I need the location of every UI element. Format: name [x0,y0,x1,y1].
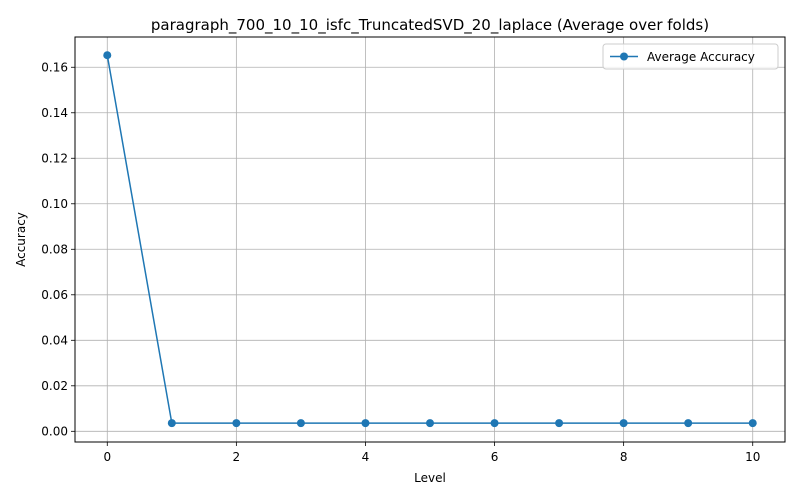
grid-lines [75,37,785,442]
y-tick-label: 0.02 [41,379,68,393]
x-axis-ticks: 0 2 4 6 8 10 [103,442,760,464]
data-point [619,419,628,428]
legend-box [602,43,779,70]
x-tick-label: 0 [103,450,111,464]
x-tick-label: 10 [745,450,760,464]
data-point [361,419,370,428]
y-axis-ticks: 0.00 0.02 0.04 0.06 0.08 0.10 0.12 0.14 0.16 [41,60,75,438]
x-tick-label: 8 [620,450,628,464]
legend-entry-label: Average Accuracy [647,50,755,64]
data-point [296,419,305,428]
y-tick-label: 0.06 [41,288,68,302]
chart-title: paragraph_700_10_10_isfc_TruncatedSVD_20… [151,16,709,35]
data-point [103,51,112,60]
x-axis-label: Level [414,471,446,485]
series-layer [103,51,757,428]
data-point [555,419,564,428]
y-axis-label: Accuracy [14,212,28,267]
y-tick-label: 0.14 [41,106,68,120]
legend: Average Accuracy [602,43,779,70]
data-point [167,419,176,428]
x-tick-label: 6 [491,450,499,464]
legend-marker-sample [620,52,628,61]
y-tick-label: 0.12 [41,151,68,165]
data-point [684,419,693,428]
plot-area-frame [74,36,786,443]
y-tick-label: 0.16 [41,60,68,74]
y-tick-label: 0.10 [41,197,68,211]
data-point [748,419,757,428]
y-tick-label: 0.04 [41,333,68,347]
data-point [232,419,241,428]
data-point [426,419,434,428]
x-tick-label: 4 [362,450,370,464]
x-tick-label: 2 [233,450,241,464]
data-point [490,419,499,428]
y-tick-label: 0.00 [41,424,68,438]
y-tick-label: 0.08 [41,242,68,256]
